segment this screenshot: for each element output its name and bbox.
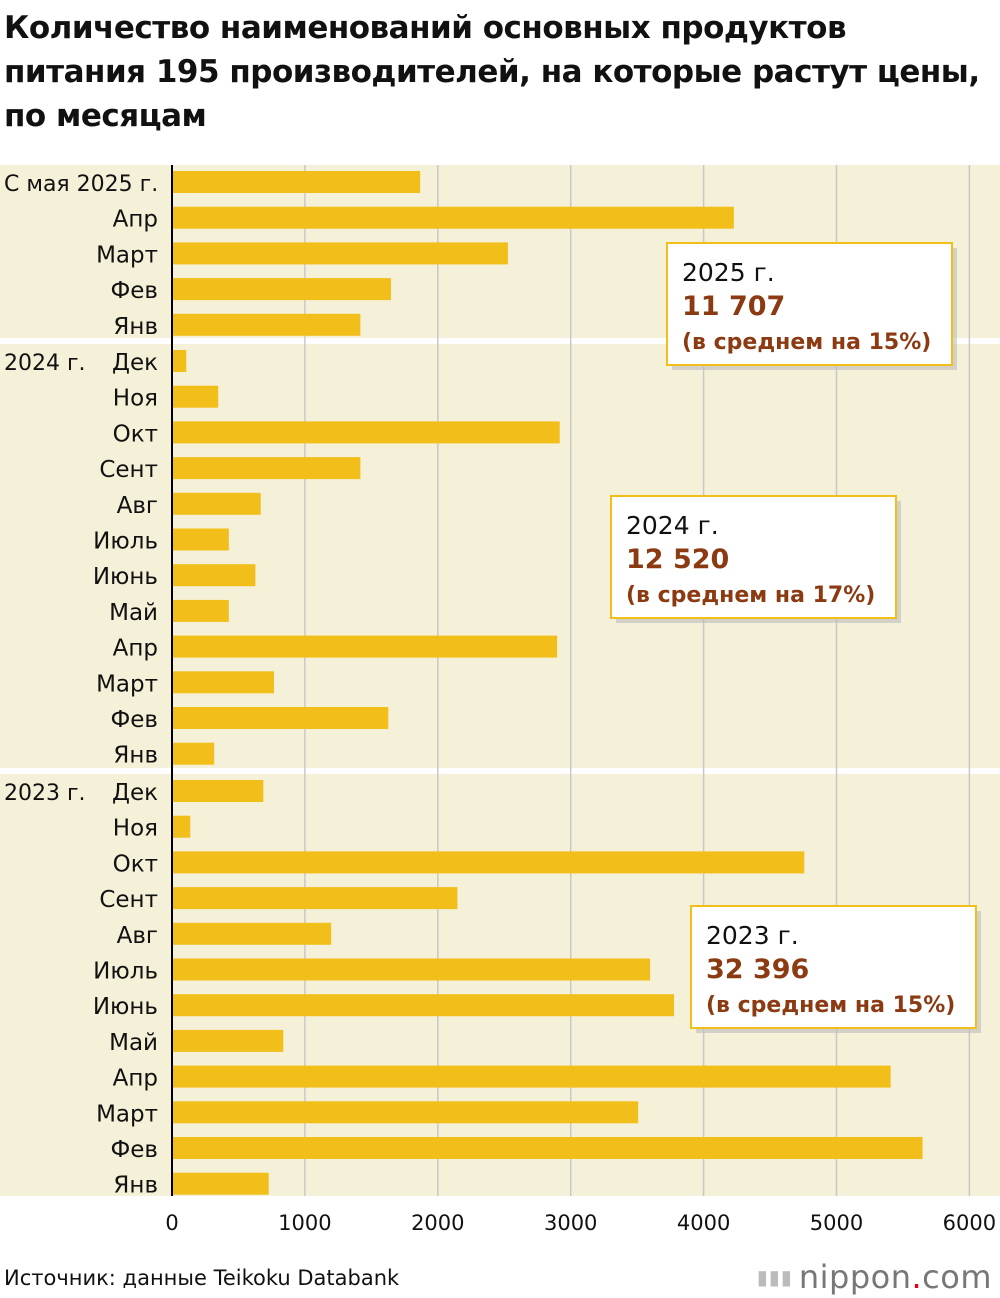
bar	[173, 815, 191, 838]
chart-title: Количество наименований основных продукт…	[4, 10, 980, 134]
nippon-logo: ▮▮▮ nippon.com	[757, 1258, 992, 1296]
month-label: Янв	[113, 314, 158, 340]
month-label: Июнь	[93, 994, 158, 1020]
month-label: Июль	[93, 959, 158, 985]
month-label: Май	[109, 600, 158, 626]
month-label: Окт	[113, 421, 158, 447]
month-label: Янв	[113, 1173, 158, 1199]
bar	[173, 922, 332, 945]
logo-marks-icon: ▮▮▮	[756, 1265, 793, 1289]
month-label: Фев	[110, 707, 158, 733]
bar	[173, 851, 805, 874]
summary-callout	[610, 495, 897, 619]
month-label: Фев	[110, 1137, 158, 1163]
summary-callout	[690, 905, 977, 1029]
bar	[173, 206, 734, 229]
x-tick-label: 2000	[411, 1211, 464, 1235]
bar	[173, 171, 421, 193]
bar	[173, 492, 261, 515]
bar	[173, 742, 215, 765]
group-label: 2024 г.	[4, 351, 86, 376]
bar	[173, 635, 558, 658]
callout-note: (в среднем на 17%)	[626, 583, 875, 608]
summary-callout	[666, 242, 953, 366]
bar	[173, 528, 229, 551]
month-label: Март	[96, 671, 158, 697]
bar	[173, 421, 560, 444]
bar	[173, 671, 275, 694]
group-label: 2023 г.	[4, 781, 86, 806]
month-label: Май	[109, 1030, 158, 1056]
bar	[173, 1101, 639, 1124]
month-label: Авг	[117, 493, 158, 519]
month-label: Июнь	[93, 564, 158, 590]
callout-total: 12 520	[626, 544, 729, 575]
logo-dot: .	[911, 1258, 923, 1296]
bar	[173, 599, 229, 622]
x-tick-label: 4000	[677, 1211, 730, 1235]
bar	[173, 887, 458, 910]
callout-total: 11 707	[682, 291, 785, 322]
month-label: Дек	[112, 780, 158, 806]
month-label: Дек	[112, 350, 158, 376]
logo-text: nippon	[798, 1258, 912, 1296]
month-label: Ноя	[113, 386, 158, 412]
month-label: Сент	[99, 457, 158, 483]
month-label: Июль	[93, 529, 158, 555]
callout-year: 2024 г.	[626, 511, 719, 540]
bar	[173, 1029, 284, 1052]
month-label: Янв	[113, 743, 158, 769]
bar	[173, 278, 391, 301]
bar	[173, 350, 187, 372]
bar	[173, 1065, 891, 1088]
callout-note: (в среднем на 15%)	[706, 993, 955, 1018]
bar	[173, 1172, 269, 1195]
month-label: Сент	[99, 887, 158, 913]
x-tick-label: 1000	[278, 1211, 331, 1235]
group-label: С мая 2025 г.	[4, 172, 158, 197]
source-note: Источник: данные Teikoku Databank	[4, 1266, 400, 1290]
callout-year: 2025 г.	[682, 258, 775, 287]
x-tick-label: 5000	[810, 1211, 863, 1235]
month-label: Март	[96, 242, 158, 268]
month-label: Окт	[113, 851, 158, 877]
logo-suffix: com	[922, 1258, 992, 1296]
x-tick-label: 3000	[544, 1211, 597, 1235]
bar	[173, 707, 389, 729]
month-label: Апр	[113, 207, 158, 233]
bar	[173, 994, 675, 1017]
callout-total: 32 396	[706, 954, 809, 985]
bar	[173, 385, 219, 408]
month-label: Авг	[117, 923, 158, 949]
bar	[173, 242, 508, 265]
bar	[173, 780, 264, 802]
bar	[173, 1137, 923, 1159]
bar	[173, 564, 256, 587]
x-tick-label: 6000	[943, 1211, 996, 1235]
callout-year: 2023 г.	[706, 921, 799, 950]
x-tick-label: 0	[165, 1211, 178, 1235]
bar	[173, 958, 651, 981]
month-label: Фев	[110, 278, 158, 304]
month-label: Март	[96, 1101, 158, 1127]
month-label: Ноя	[113, 816, 158, 842]
bar	[173, 457, 361, 480]
month-label: Апр	[113, 636, 158, 662]
month-label: Апр	[113, 1066, 158, 1092]
bar-chart: Апр Март Фев Янв С мая 2025 г. Дек Ноя Окт Сент А…	[0, 165, 1000, 1235]
callout-note: (в среднем на 15%)	[682, 330, 931, 355]
bar	[173, 313, 361, 336]
